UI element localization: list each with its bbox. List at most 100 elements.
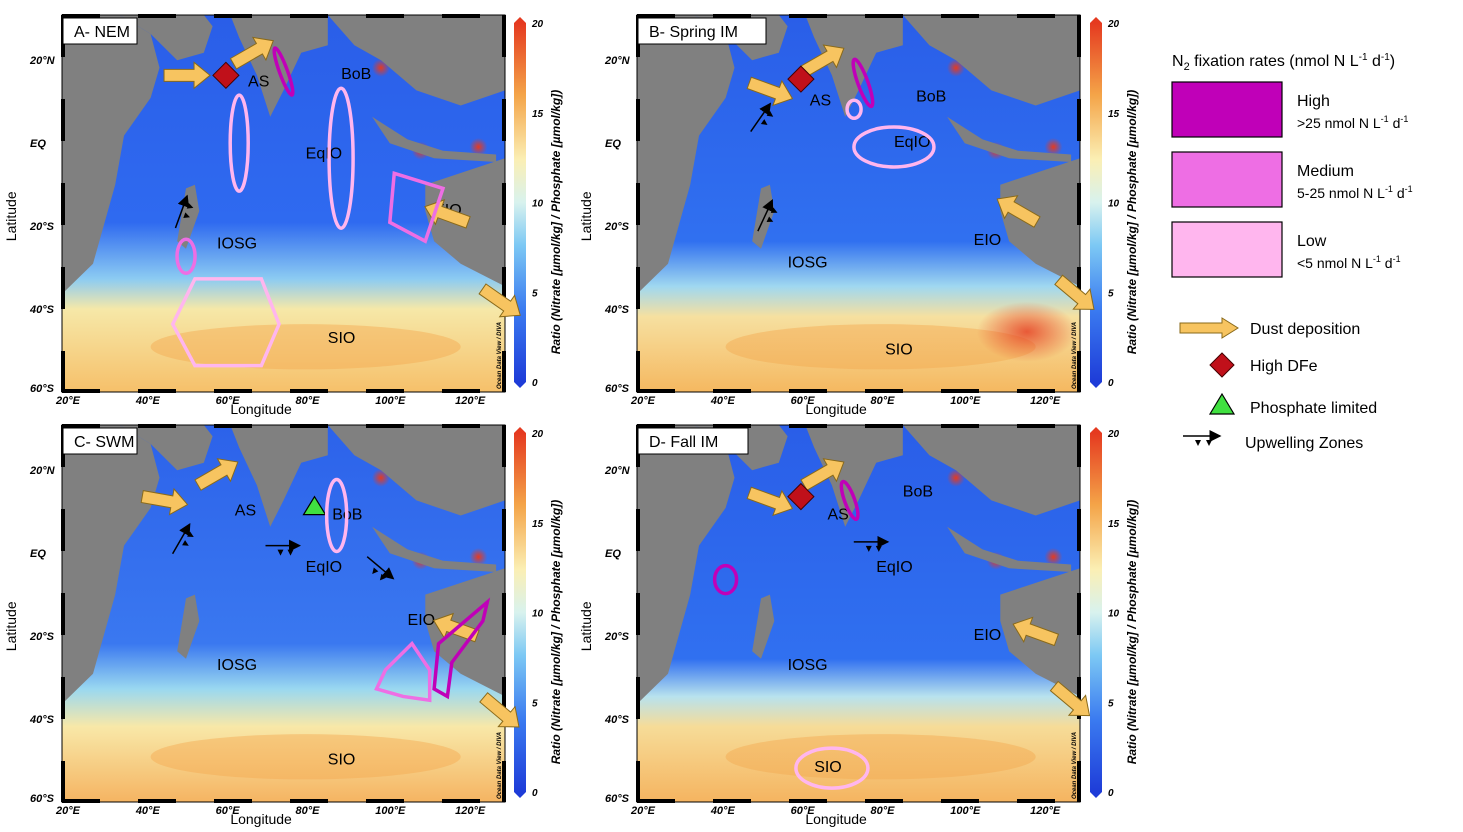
x-tick-label: 100°E (950, 805, 981, 817)
dust-arrow-icon (746, 486, 794, 517)
colorbar-tick-label: 10 (532, 609, 544, 620)
colorbar-tick-label: 10 (532, 199, 544, 210)
panel-title: A- NEM (74, 24, 130, 41)
colorbar-tick-label: 0 (1108, 788, 1114, 799)
colorbar-tick-label: 15 (532, 519, 544, 530)
y-tick-label: 40°S (29, 304, 55, 316)
x-tick-label: 60°E (216, 395, 241, 407)
x-tick-label: 60°E (216, 805, 241, 817)
colorbar-tick-label: 0 (532, 378, 538, 389)
upwelling-arrow-icon (174, 194, 194, 229)
dfe-diamond-icon (787, 482, 815, 511)
land-mass (637, 425, 735, 704)
region-label-iosg: IOSG (217, 657, 257, 674)
panel-a: A- NEMASBoBEqIOEIOIOSGSIO20°E40°E60°E80°… (3, 14, 563, 417)
land-mass (372, 526, 497, 572)
n2-fixation-zone (175, 237, 197, 276)
region-label-sio: SIO (885, 341, 913, 358)
legend-low-range: <5 nmol N L-1 d-1 (1297, 254, 1401, 271)
dfe-diamond-icon (787, 65, 815, 93)
dust-arrow-icon (479, 692, 520, 728)
high-ratio-zone (150, 734, 461, 780)
x-tick-label: 100°E (375, 395, 406, 407)
dust-arrow-icon (163, 61, 211, 90)
x-tick-label: 20°E (55, 805, 81, 817)
y-tick-label: 20°S (29, 221, 55, 233)
region-label-sio: SIO (328, 330, 356, 347)
panel-b: B- Spring IM AS BoB EqIO EIO IOSG SIO 20°E 40°E 6… (578, 14, 1139, 417)
x-tick-label: 40°E (135, 395, 161, 407)
panel-title: C- SWM (74, 434, 134, 451)
panel-title-box (62, 17, 138, 45)
y-tick-label: 40°S (604, 304, 630, 316)
odv-credit: Ocean Data View / DIVA (1072, 732, 1078, 799)
panel-title-box (62, 427, 138, 455)
dfe-diamond-icon (212, 61, 240, 90)
high-ratio-spot (469, 137, 488, 156)
colorbar-tick-label: 20 (531, 19, 544, 30)
colorbar-label: Ratio (Nitrate [µmol/kg] / Phosphate [µm… (1125, 500, 1139, 765)
legend-phosphate-label: Phosphate limited (1250, 400, 1377, 417)
colorbar (1090, 23, 1102, 382)
region-label-eio: EIO (974, 232, 1002, 249)
colorbar-tick-label: 20 (1107, 19, 1120, 30)
colorbar-tick-label: 20 (1107, 429, 1120, 440)
dust-arrow-icon (746, 76, 794, 107)
upwelling-arrow-icon (265, 539, 301, 556)
panel-d: D- Fall IM AS BoB EqIO EIO IOSG SIO 20°E 40°E 60°… (578, 424, 1139, 827)
region-label-bob: BoB (341, 66, 371, 83)
land-mass (177, 594, 200, 659)
n2-fixation-zone (432, 597, 491, 700)
land-mass (805, 425, 903, 527)
y-tick-label: 20°S (604, 631, 630, 643)
n2-fixation-zone (851, 57, 875, 109)
colorbar-tick-label: 5 (532, 288, 538, 299)
y-tick-label: 20°S (604, 221, 630, 233)
colorbar (1090, 433, 1102, 792)
x-tick-label: 20°E (630, 805, 656, 817)
land-mass (902, 15, 1080, 106)
y-axis-label: Latitude (3, 191, 19, 241)
y-tick-label: 60°S (605, 383, 630, 395)
legend-medium-swatch (1171, 151, 1283, 208)
upwelling-arrow-icon (853, 535, 890, 552)
land-mass (752, 594, 775, 659)
colorbar-label: Ratio (Nitrate [µmol/kg] / Phosphate [µm… (549, 90, 563, 355)
region-label-eqio: EqIO (876, 559, 912, 576)
colorbar-tick-label: 0 (532, 788, 538, 799)
colorbar-tick-label: 20 (531, 429, 544, 440)
upwelling-arrow-icon (366, 556, 395, 581)
n2-fixation-zone (374, 640, 432, 703)
region-label-iosg: IOSG (788, 657, 828, 674)
region-label-bob: BoB (916, 89, 946, 106)
dust-arrow-icon (996, 195, 1041, 228)
region-label-as: AS (248, 74, 269, 91)
n2-fixation-zone (170, 277, 281, 368)
x-tick-label: 40°E (135, 805, 161, 817)
legend-medium-range: 5-25 nmol N L-1 d-1 (1297, 184, 1413, 201)
dust-arrow-icon (800, 458, 845, 491)
x-tick-label: 80°E (870, 395, 895, 407)
region-label-sio: SIO (328, 751, 356, 768)
region-label-as: AS (827, 506, 848, 523)
dust-arrow-icon (1179, 317, 1239, 339)
colorbar-tick-label: 0 (1108, 378, 1114, 389)
legend-n2-title: N2 fixation rates (nmol N L-1 d-1) (1172, 52, 1395, 73)
x-tick-label: 40°E (710, 805, 736, 817)
colorbar-tick-label: 5 (1108, 288, 1114, 299)
y-axis-label: Latitude (578, 601, 594, 651)
y-tick-label: 40°S (29, 714, 55, 726)
dust-arrow-icon (800, 44, 845, 78)
colorbar-tick-label: 10 (1108, 199, 1120, 210)
region-label-eqio: EqIO (306, 145, 342, 162)
n2-fixation-zone (794, 746, 870, 790)
x-tick-label: 80°E (870, 805, 895, 817)
region-label-sio: SIO (814, 759, 842, 776)
region-label-iosg: IOSG (788, 255, 828, 272)
legend: N2 fixation rates (nmol N L-1 d-1) High … (1171, 52, 1413, 452)
dust-arrow-icon (1012, 616, 1060, 647)
dfe-diamond-icon (1209, 352, 1235, 378)
x-tick-label: 120°E (1030, 395, 1061, 407)
land-mass (62, 425, 160, 704)
